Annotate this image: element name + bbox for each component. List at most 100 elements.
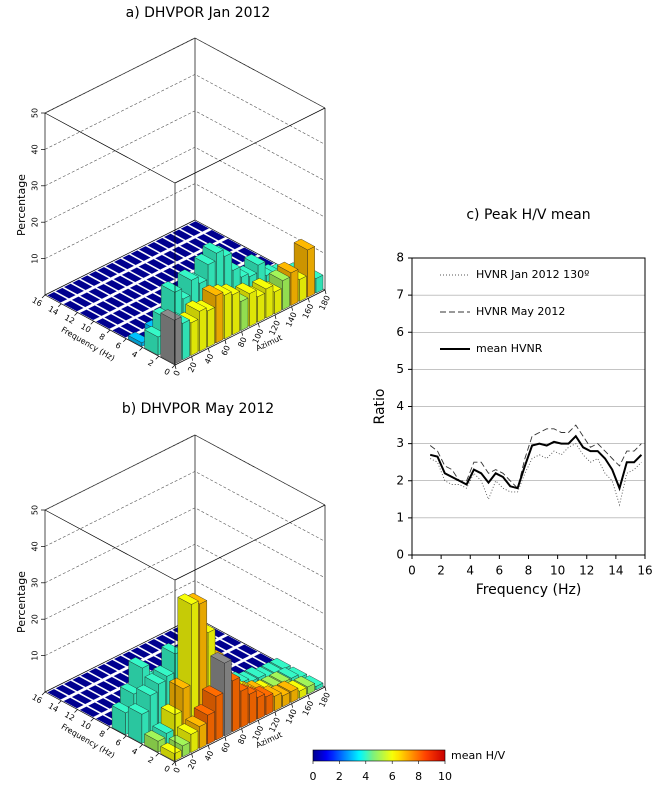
- z-tick-label: 40: [31, 144, 40, 154]
- bar-top: [121, 271, 143, 283]
- bar-top: [144, 673, 166, 685]
- bar-top: [111, 309, 134, 321]
- bar-top: [96, 663, 119, 675]
- colorbar-tick-label: 4: [362, 770, 369, 783]
- bar-top: [269, 657, 291, 670]
- bar-front: [224, 659, 232, 737]
- chart-title: a) DHVPOR Jan 2012: [126, 5, 271, 21]
- bar-top: [163, 233, 185, 245]
- bar-top: [152, 665, 175, 677]
- bar-front: [190, 319, 199, 356]
- bar: [127, 703, 150, 744]
- colorbar-tick-label: 10: [438, 770, 452, 783]
- y-tick-label: 80: [236, 733, 248, 746]
- legend-label: HVNR May 2012: [476, 305, 565, 318]
- bar-front: [199, 307, 207, 352]
- y-tick: [274, 314, 277, 320]
- bar: [96, 283, 118, 296]
- bar-top: [96, 266, 119, 278]
- x-tick-label: 14: [47, 701, 60, 714]
- x-axis-label: Frequency (Hz): [476, 582, 582, 598]
- x-tick-label: 14: [608, 564, 623, 578]
- bar-top: [95, 317, 117, 330]
- bar: [88, 270, 110, 283]
- bar-top: [185, 300, 207, 312]
- bar-front: [232, 676, 240, 733]
- x-tick-label: 16: [637, 564, 652, 578]
- colorbar-tick-label: 0: [310, 770, 317, 783]
- bar-front: [174, 316, 182, 365]
- y-tick-label: 0: [396, 548, 404, 562]
- bar-front: [240, 297, 249, 331]
- bar-front: [307, 246, 315, 298]
- bar: [160, 742, 182, 762]
- colorbar-tick-label: 2: [336, 770, 343, 783]
- bar-top: [112, 275, 135, 287]
- bar-top: [235, 282, 257, 294]
- bar-front: [207, 307, 215, 348]
- bar-top: [244, 666, 266, 679]
- legend-label: HVNR Jan 2012 130º: [476, 268, 589, 281]
- bar-front: [257, 292, 265, 323]
- colorbar: [312, 749, 446, 762]
- bar: [154, 271, 176, 283]
- bar: [104, 279, 126, 291]
- bar-top: [179, 224, 202, 237]
- bar: [104, 296, 126, 308]
- bar-top: [196, 233, 218, 246]
- x-tick: [90, 718, 94, 722]
- chart-title: b) DHVPOR May 2012: [122, 401, 274, 417]
- bar: [87, 684, 110, 697]
- x-tick: [74, 312, 78, 316]
- x-tick-label: 8: [98, 332, 107, 342]
- bar: [129, 267, 151, 279]
- bar-top: [185, 715, 207, 727]
- bar-top: [129, 646, 152, 659]
- series-line: [429, 434, 643, 492]
- x-tick-label: 8: [525, 564, 533, 578]
- bar: [129, 646, 152, 659]
- bar: [154, 237, 177, 249]
- bar: [112, 275, 135, 287]
- y-tick: [224, 736, 227, 742]
- bar-top: [160, 281, 183, 293]
- bar: [103, 313, 126, 326]
- bar: [179, 242, 201, 254]
- box-edge: [174, 504, 326, 581]
- bar-top: [87, 701, 109, 714]
- bar: [154, 634, 177, 646]
- bar-top: [71, 279, 94, 291]
- x-tick-label: 2: [146, 755, 155, 765]
- z-tick-label: 20: [31, 217, 40, 227]
- bar: [46, 688, 69, 700]
- bar: [87, 701, 109, 714]
- y-tick-label: 60: [220, 344, 232, 357]
- bar-front: [265, 693, 274, 716]
- bar-top: [128, 301, 151, 313]
- bar-front: [240, 687, 249, 728]
- bar-top: [79, 292, 101, 304]
- bar-top: [228, 648, 251, 660]
- x-tick: [41, 294, 46, 299]
- bar: [79, 706, 101, 718]
- bar-front: [282, 276, 290, 311]
- bar: [54, 684, 77, 696]
- bar-top: [62, 697, 85, 709]
- bar: [113, 258, 135, 270]
- bar: [171, 246, 193, 258]
- bar-top: [104, 659, 127, 671]
- y-tick: [257, 323, 260, 328]
- bar-top: [220, 238, 243, 250]
- bar-top: [268, 269, 291, 281]
- bar: [104, 262, 127, 274]
- bar: [71, 693, 93, 705]
- bar-top: [54, 684, 77, 696]
- y-tick-label: 160: [301, 699, 316, 717]
- x-tick-label: 2: [146, 358, 155, 368]
- bar: [163, 233, 185, 245]
- bar: [79, 671, 102, 684]
- bar: [96, 680, 118, 693]
- bar-top: [96, 283, 118, 296]
- bar-top: [120, 288, 143, 300]
- bar-top: [293, 238, 316, 251]
